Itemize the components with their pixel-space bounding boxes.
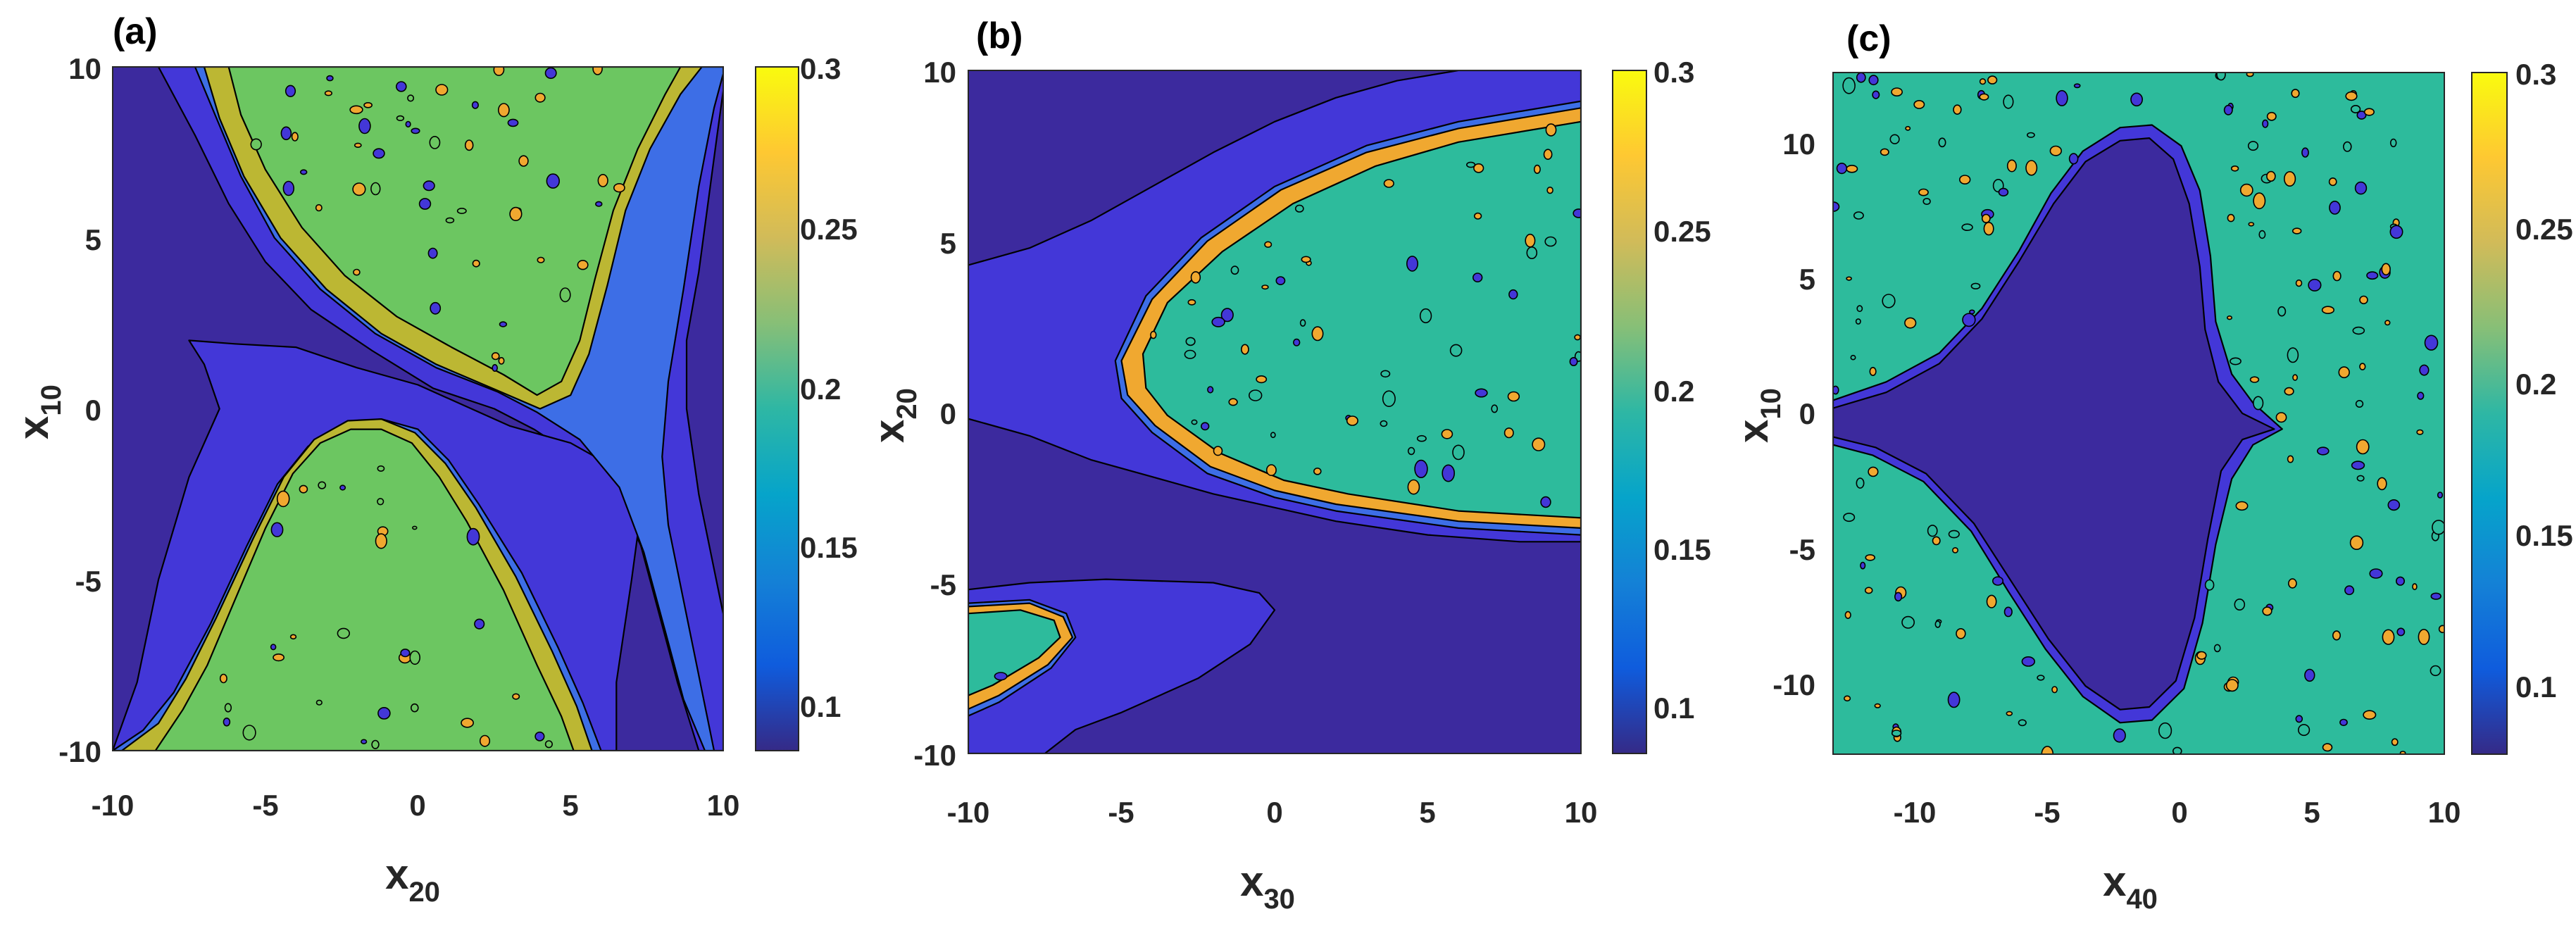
panel-c-y-tick: 5 [1799, 263, 1815, 296]
panel-a-y-ticks: -10 -5 0 5 10 [58, 52, 101, 768]
panel-c-y-tick: -5 [1789, 533, 1815, 566]
contour-region [968, 609, 1061, 696]
panel-b-y-tick: -5 [930, 568, 956, 601]
panel-b-label: (b) [976, 15, 1023, 56]
panel-c-x-tick: -10 [1894, 796, 1937, 829]
contour-region [1142, 120, 1581, 519]
panel-a-x-tick: -10 [92, 789, 135, 822]
panel-c: (c) -10 -5 0 5 10 -10 -5 0 5 10 x40 x10 … [1730, 18, 2573, 915]
panel-c-colorbar: 0.3 0.25 0.2 0.15 0.1 [2471, 58, 2573, 755]
panel-b-y-ticks: -10 -5 0 5 10 [913, 56, 956, 772]
panel-b-colorbar-tick: 0.15 [1653, 533, 1711, 566]
panel-b-x-tick: 10 [1565, 796, 1598, 829]
panel-b-x-tick: -5 [1108, 796, 1134, 829]
panel-c-label: (c) [1846, 18, 1892, 59]
panel-a-y-tick: -5 [75, 565, 101, 598]
panel-c-x-tick: 5 [2303, 796, 2320, 829]
panel-c-x-ticks: -10 -5 0 5 10 [1894, 796, 2461, 829]
panel-b: (b) -10 -5 0 5 10 -10 -5 0 5 10 x30 x20 … [865, 15, 1711, 915]
panel-a-x-ticks: -10 -5 0 5 10 [92, 789, 740, 822]
panel-b-y-tick: 0 [940, 397, 956, 430]
panel-a-colorbar: 0.3 0.25 0.2 0.15 0.1 [755, 52, 858, 751]
panel-b-colorbar: 0.3 0.25 0.2 0.15 0.1 [1612, 56, 1711, 754]
panel-c-x-tick: -5 [2034, 796, 2060, 829]
panel-a-plot-area [112, 66, 724, 751]
panel-a-y-tick: 0 [85, 394, 101, 427]
panel-b-x-ticks: -10 -5 0 5 10 [947, 796, 1598, 829]
panel-a-x-tick: -5 [252, 789, 278, 822]
panel-b-y-label: x20 [865, 388, 923, 443]
panel-a-colorbar-tick: 0.3 [800, 52, 841, 85]
panel-c-x-tick: 10 [2428, 796, 2461, 829]
contour-speckle [219, 67, 625, 749]
panel-b-colorbar-tick: 0.1 [1653, 692, 1694, 725]
panel-c-colorbar-bar [2471, 72, 2508, 755]
panel-c-x-label: x40 [2103, 858, 2158, 915]
panel-a-y-tick: -10 [58, 735, 101, 768]
panel-a-colorbar-tick: 0.2 [800, 373, 841, 406]
plot-frame [112, 66, 724, 751]
panel-c-plot-area [1832, 72, 2445, 755]
contour-region [154, 428, 575, 751]
panel-c-y-ticks: -10 -5 0 5 10 [1772, 127, 1815, 701]
panel-b-x-tick: 5 [1419, 796, 1435, 829]
panel-a-y-tick: 5 [85, 223, 101, 256]
panel-a-y-tick: 10 [68, 52, 101, 85]
panel-b-plot-area [968, 70, 1582, 754]
panel-c-colorbar-tick: 0.25 [2515, 213, 2573, 246]
panel-a-x-tick: 5 [562, 789, 578, 822]
panel-a-y-label: x10 [10, 384, 67, 439]
panel-b-y-tick: -10 [913, 739, 956, 772]
panel-c-colorbar-tick: 0.1 [2515, 670, 2556, 703]
plot-frame [1832, 72, 2445, 755]
panel-b-colorbar-tick: 0.3 [1653, 56, 1694, 89]
panel-b-colorbar-tick: 0.25 [1653, 215, 1711, 248]
panel-a-colorbar-tick: 0.15 [800, 531, 858, 564]
panel-c-y-label: x10 [1730, 388, 1787, 443]
panel-a-x-tick: 10 [707, 789, 740, 822]
panel-c-y-tick: 10 [1782, 127, 1815, 161]
panel-b-x-tick: 0 [1266, 796, 1282, 829]
contour-speckle [1833, 73, 2444, 754]
panel-b-y-tick: 10 [923, 56, 956, 89]
panel-c-colorbar-tick: 0.2 [2515, 368, 2556, 401]
contour-speckle [994, 123, 1581, 681]
panel-b-colorbar-tick: 0.2 [1653, 375, 1694, 408]
contour-region [227, 67, 682, 396]
contour-region [1833, 137, 2275, 711]
panel-a-colorbar-bar [755, 66, 799, 751]
panel-b-x-tick: -10 [947, 796, 990, 829]
panel-c-y-tick: -10 [1772, 668, 1815, 701]
panel-a-x-label: x20 [385, 851, 440, 908]
panel-b-y-tick: 5 [940, 227, 956, 260]
panel-c-colorbar-tick: 0.3 [2515, 58, 2556, 91]
panel-b-colorbar-bar [1612, 70, 1647, 754]
panel-c-x-tick: 0 [2171, 796, 2187, 829]
panel-c-y-tick: 0 [1799, 397, 1815, 430]
panel-c-colorbar-tick: 0.15 [2515, 519, 2573, 552]
panel-b-x-label: x30 [1240, 858, 1295, 915]
panel-a: (a) -10 -5 0 5 10 -10 -5 0 5 10 x20 x10 … [10, 11, 858, 908]
panel-a-colorbar-tick: 0.1 [800, 690, 841, 723]
panel-a-colorbar-tick: 0.25 [800, 213, 858, 246]
panel-a-label: (a) [113, 11, 158, 52]
plot-frame [968, 70, 1582, 754]
panel-a-x-tick: 0 [409, 789, 425, 822]
